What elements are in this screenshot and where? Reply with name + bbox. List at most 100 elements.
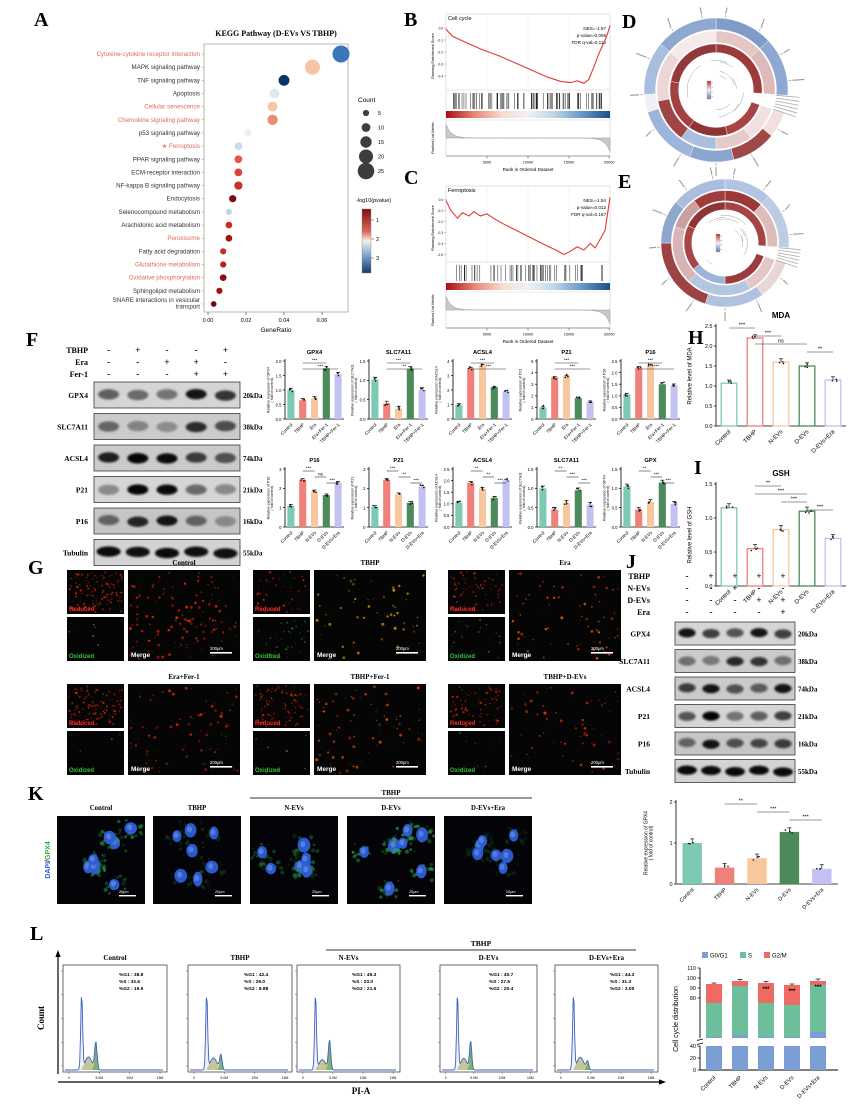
fluoro-dot xyxy=(111,715,114,718)
fluoro-dot xyxy=(95,608,97,610)
data-dot xyxy=(692,841,694,844)
fluoro-dot xyxy=(84,603,85,605)
dendrogram-arc xyxy=(734,229,740,235)
fluoro-dot xyxy=(165,762,169,765)
fluoro-dot xyxy=(519,572,523,576)
data-dot xyxy=(651,364,653,367)
gsea-title: Cell cycle xyxy=(448,16,472,22)
fluoro-dot xyxy=(476,585,479,588)
data-dot xyxy=(492,498,494,501)
gpx4-signal xyxy=(260,842,263,846)
fluoro-dot xyxy=(317,593,320,596)
fluoro-dot xyxy=(591,770,593,773)
y-tick: 4 xyxy=(531,370,534,375)
fluoro-dot xyxy=(68,630,71,633)
fluoro-dot xyxy=(182,618,184,620)
fluoro-dot xyxy=(209,723,213,726)
fluoro-dot xyxy=(290,637,292,639)
gsea-xlabel: Rank in Ordered Dataset xyxy=(503,339,555,344)
fluoro-dot xyxy=(320,634,322,636)
fluoro-dot xyxy=(256,602,260,605)
fluoro-dot xyxy=(231,620,233,622)
fluoro-dot xyxy=(299,693,302,696)
fluoro-dot xyxy=(201,596,203,598)
data-dot xyxy=(590,505,593,508)
fluoro-dot xyxy=(549,686,552,689)
sig-label: *** xyxy=(570,364,576,369)
fluoro-dot xyxy=(203,762,205,765)
fluoro-dot xyxy=(456,658,459,660)
sig-label: ns xyxy=(318,472,324,477)
fluoro-dot xyxy=(385,703,389,707)
fluoro-dot xyxy=(293,577,295,579)
bar-D-EVs+Era xyxy=(824,379,842,427)
fluoro-dot xyxy=(290,586,292,589)
fluoro-dot xyxy=(352,641,355,644)
protein-band xyxy=(725,767,745,777)
protein-band xyxy=(214,484,236,495)
gpx4-signal xyxy=(124,878,127,880)
fluoro-dot xyxy=(119,695,122,697)
fluoro-dot xyxy=(356,616,359,619)
fluoro-dot xyxy=(132,646,134,648)
data-dot xyxy=(325,494,327,497)
data-dot xyxy=(647,363,650,365)
gpx4-signal xyxy=(134,834,138,838)
fluoro-dot xyxy=(178,622,182,625)
fluoro-dot xyxy=(459,594,462,596)
ytick-top: 90 xyxy=(690,986,696,992)
gpx4-signal xyxy=(196,854,200,857)
fluoro-dot xyxy=(367,599,369,601)
fluoro-dot xyxy=(510,755,513,757)
fluoro-dot xyxy=(300,637,303,640)
flow-xtick: 10M xyxy=(126,1076,133,1080)
fluoro-dot xyxy=(479,715,481,718)
fluoro-dot xyxy=(79,723,82,726)
fluoro-dot xyxy=(103,709,105,711)
y-tick: 1.0 xyxy=(612,394,618,399)
dist-xlabel: D-EVs xyxy=(779,1075,795,1091)
fluoro-dot xyxy=(78,608,81,611)
fluoro-dot xyxy=(418,708,420,710)
fluoro-dot xyxy=(495,696,497,698)
gpx4-signal xyxy=(182,827,185,831)
dendrogram-arc xyxy=(741,236,744,247)
chart-title: ACSL4 xyxy=(473,350,493,356)
seg-g2m xyxy=(784,985,800,1005)
fluoro-dot xyxy=(459,571,462,574)
fluoro-dot xyxy=(189,622,193,625)
nucleus-highlight xyxy=(385,884,391,891)
fluoro-dot xyxy=(202,599,205,603)
condition-sign: - xyxy=(758,583,761,593)
data-dot xyxy=(289,505,291,508)
fluoro-dot xyxy=(491,578,494,581)
gpx4-signal xyxy=(495,860,499,864)
fluoro-dot xyxy=(529,699,533,703)
fluoro-dot xyxy=(100,701,102,703)
data-dot xyxy=(590,401,593,404)
fluoro-dot xyxy=(263,610,266,613)
fluoro-dot xyxy=(452,641,455,644)
molecular-weight: 74kDa xyxy=(798,685,818,693)
fluoro-dot xyxy=(461,636,463,638)
rank-colorbar xyxy=(446,111,610,118)
nucleus-highlight xyxy=(303,866,309,873)
gpx4-signal xyxy=(395,826,400,831)
protein-name: SLC7A11 xyxy=(619,657,650,666)
fluoro-dot xyxy=(185,643,188,646)
pathway-label: Cellular senescence xyxy=(144,104,200,111)
fluoro-dot xyxy=(69,689,71,691)
fluoro-dot xyxy=(464,700,467,702)
data-dot xyxy=(816,867,818,870)
fluoro-dot xyxy=(172,721,174,722)
fluoro-dot xyxy=(237,640,239,641)
dendrogram-arc xyxy=(686,65,701,98)
fluoro-dot xyxy=(95,600,98,603)
fluoro-dot xyxy=(79,600,81,602)
gpx4-signal xyxy=(173,882,176,885)
fluoro-dot xyxy=(301,715,304,718)
sig-label: ** xyxy=(739,799,744,805)
condition-name: TBHP xyxy=(628,572,650,581)
fluoro-dot xyxy=(499,588,501,590)
fluoro-dot xyxy=(590,630,594,633)
